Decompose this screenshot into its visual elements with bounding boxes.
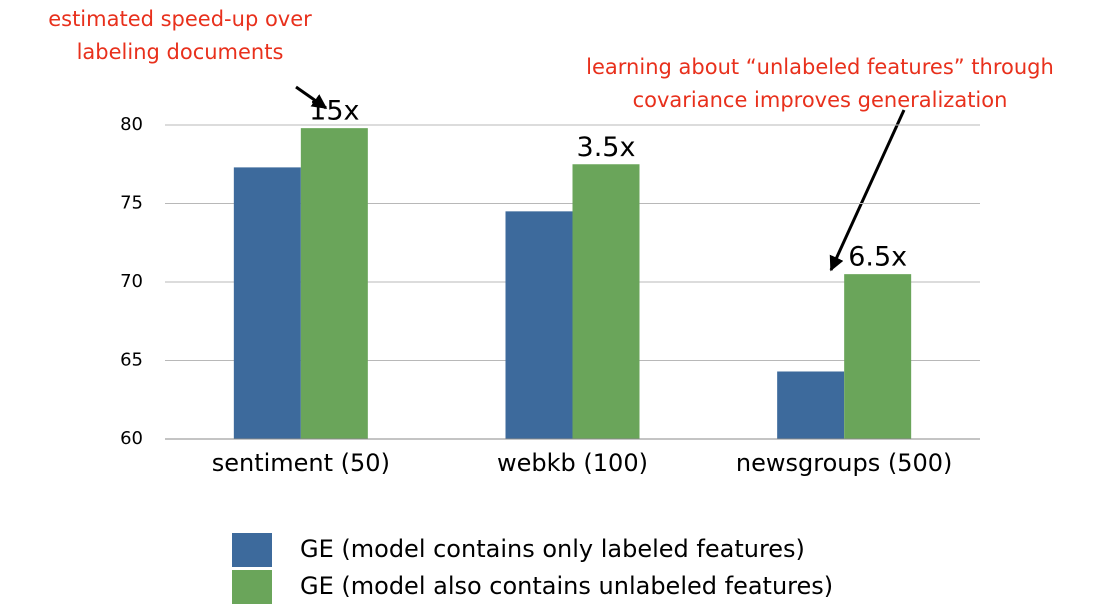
bar xyxy=(300,128,368,439)
speedup-label: 6.5x xyxy=(848,242,907,273)
legend-label: GE (model contains only labeled features… xyxy=(300,535,805,563)
arrow xyxy=(295,85,328,110)
y-tick-label: 80 xyxy=(120,114,143,135)
x-tick-label: sentiment (50) xyxy=(212,449,390,477)
y-tick-label: 60 xyxy=(120,428,143,449)
annotation: labeling documents xyxy=(77,40,284,64)
arrow xyxy=(829,109,906,272)
bar xyxy=(505,211,573,439)
bar xyxy=(572,164,640,439)
x-tick-label: webkb (100) xyxy=(497,449,648,477)
annotation: covariance improves generalization xyxy=(633,88,1008,112)
legend-swatch xyxy=(232,570,272,604)
bar xyxy=(233,167,301,439)
y-tick-label: 65 xyxy=(120,350,143,371)
bar xyxy=(777,371,845,439)
bar xyxy=(844,274,912,439)
y-tick-label: 70 xyxy=(120,271,143,292)
speedup-label: 3.5x xyxy=(577,132,636,163)
annotation: estimated speed-up over xyxy=(48,7,312,31)
legend-swatch xyxy=(232,533,272,567)
x-tick-label: newsgroups (500) xyxy=(736,449,952,477)
annotation: learning about “unlabeled features” thro… xyxy=(586,55,1054,79)
legend-label: GE (model also contains unlabeled featur… xyxy=(300,572,833,600)
speedup-label: 15x xyxy=(309,96,359,127)
y-tick-label: 75 xyxy=(120,193,143,214)
